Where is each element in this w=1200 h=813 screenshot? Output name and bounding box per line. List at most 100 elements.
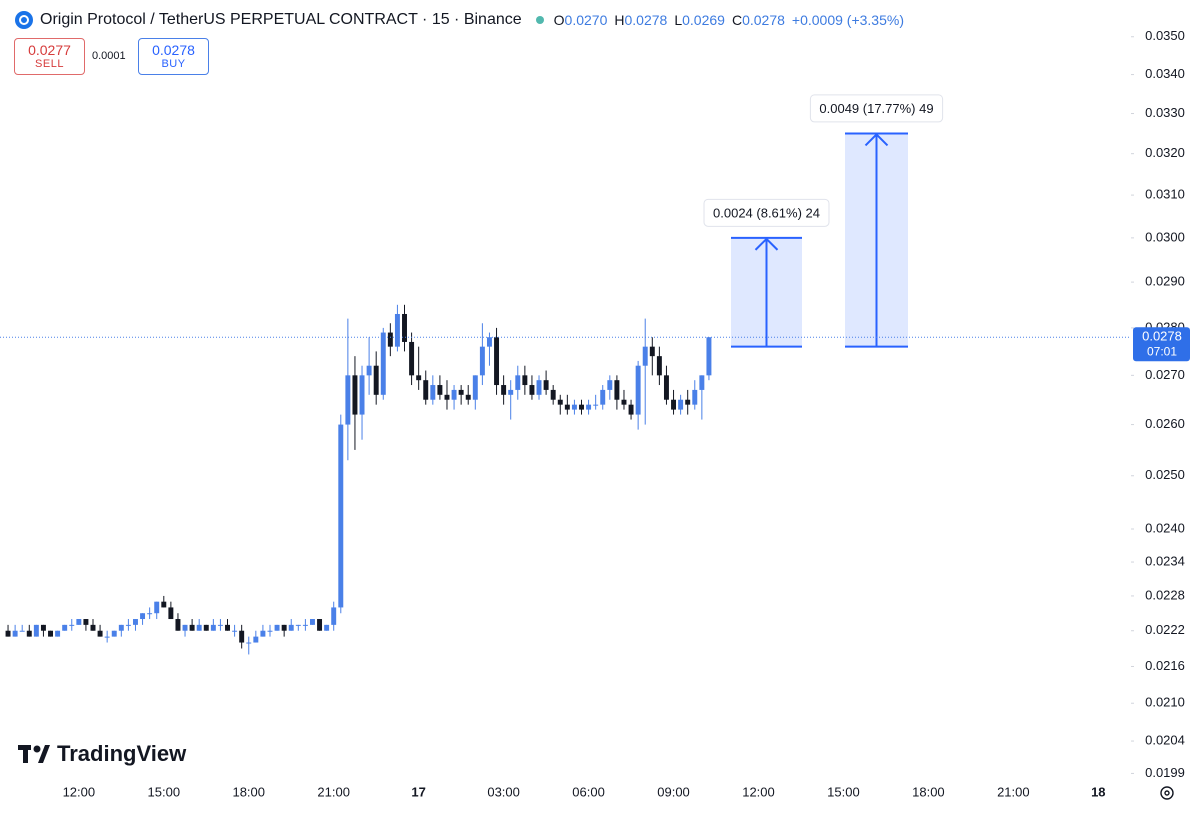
chart-title: Origin Protocol / TetherUS PERPETUAL CON… [40, 11, 522, 28]
candle-body [564, 404, 570, 410]
symbol-icon [15, 11, 33, 29]
candle-body [685, 399, 691, 405]
x-tick-label: 18:00 [232, 784, 265, 799]
candle-body [147, 613, 153, 615]
candle-body [387, 332, 393, 347]
candle-body [217, 624, 223, 626]
candle-body [62, 624, 68, 631]
candle-body [26, 630, 32, 637]
range-arrowhead [754, 237, 779, 251]
candle-body [656, 356, 662, 376]
candle-body [678, 399, 684, 410]
candle-body [515, 375, 521, 390]
watermark: TradingView [57, 741, 187, 766]
candle-body [479, 346, 485, 376]
legend-item: C0.0278 [731, 12, 785, 28]
price-range-tool [731, 236, 802, 348]
candle-body [359, 375, 365, 415]
candle-body [571, 404, 577, 410]
candle-body [543, 380, 549, 390]
candle-body [600, 389, 606, 405]
countdown: 07:01 [1147, 344, 1177, 358]
x-tick-label: 21:00 [997, 784, 1030, 799]
candle-body [409, 341, 415, 376]
candle-body [465, 394, 471, 400]
buy-button[interactable]: 0.0278 BUY [138, 38, 209, 75]
candle-body [12, 630, 18, 637]
candle-body [302, 624, 308, 626]
settings-icon[interactable] [1160, 786, 1174, 800]
candle-body [699, 375, 705, 390]
last-price-label: 0.0278 [1142, 329, 1182, 344]
y-tick-label: 0.0234 [1145, 553, 1185, 568]
candle-body [90, 624, 96, 631]
candle-body [69, 624, 75, 626]
candle-body [642, 346, 648, 366]
sell-button[interactable]: 0.0277 SELL [14, 38, 85, 75]
candle-body [529, 385, 535, 395]
candle-body [352, 375, 358, 415]
y-tick-label: 0.0290 [1145, 274, 1185, 289]
candle-body [508, 389, 514, 395]
candle-body [430, 385, 436, 400]
y-tick-label: 0.0250 [1145, 467, 1185, 482]
candle-body [40, 624, 46, 631]
price-range-tool [845, 132, 908, 348]
sell-label: SELL [35, 58, 64, 70]
range-label-bg [809, 94, 944, 123]
candle-body [55, 630, 61, 637]
candle-body [338, 424, 344, 608]
candle-body [437, 385, 443, 395]
candle-body [232, 630, 238, 632]
x-tick-label: 15:00 [148, 784, 181, 799]
candle-body [295, 624, 301, 626]
candle-body [140, 613, 146, 620]
candle-body [494, 337, 500, 386]
y-tick-label: 0.0240 [1145, 520, 1185, 535]
candle-body [246, 642, 252, 644]
y-tick-label: 0.0320 [1145, 145, 1185, 160]
candle-body [175, 619, 181, 631]
candle-body [267, 630, 273, 632]
x-tick-label: 18:00 [912, 784, 945, 799]
candle-body [97, 630, 103, 637]
candle-body [649, 346, 655, 357]
legend-item: H0.0278 [614, 12, 668, 28]
candle-body [154, 601, 160, 614]
candle-body [324, 624, 330, 631]
candle-body [635, 365, 641, 415]
x-tick-label: 12:00 [742, 784, 775, 799]
candle-body [239, 630, 245, 643]
candle-body [394, 313, 400, 347]
candle-body [472, 375, 478, 400]
candle-body [663, 375, 669, 400]
candle-body [83, 619, 89, 625]
x-tick-label: 21:00 [317, 784, 350, 799]
candle-body [621, 399, 627, 405]
candle-body [550, 389, 556, 400]
candle-body [274, 624, 280, 631]
candle-body [168, 607, 174, 620]
candle-body [373, 365, 379, 395]
candle-body [189, 624, 195, 631]
candle-body [182, 624, 188, 631]
candle-body [501, 385, 507, 395]
y-tick-label: 0.0210 [1145, 695, 1185, 710]
candle-body [402, 313, 407, 342]
y-tick-label: 0.0222 [1145, 622, 1185, 637]
candle-body [380, 332, 386, 395]
legend-item: O0.0270 [553, 12, 608, 28]
candle-body [210, 624, 216, 631]
range-label: 0.0024 (8.61%) 24 [713, 205, 820, 220]
y-tick-label: 0.0199 [1145, 765, 1185, 780]
candle-body [706, 337, 712, 376]
last-price-tag [1133, 327, 1190, 362]
candle-body [366, 365, 372, 376]
candle-body [111, 630, 117, 637]
x-tick-label: 09:00 [657, 784, 690, 799]
y-tick-label: 0.0350 [1145, 28, 1185, 43]
buy-price: 0.0278 [152, 42, 195, 58]
x-tick-label: 03:00 [487, 784, 520, 799]
candle-body [416, 375, 422, 381]
